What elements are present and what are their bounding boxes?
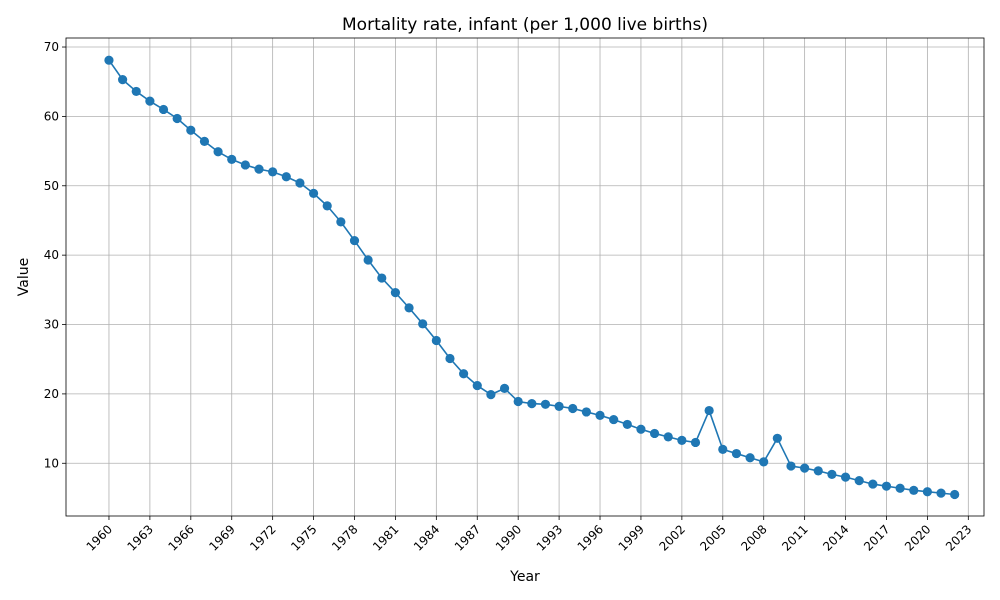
data-point	[895, 483, 905, 493]
data-point	[950, 489, 960, 500]
data-point	[772, 433, 782, 443]
y-tick-label: 10	[44, 456, 59, 470]
data-point	[445, 353, 455, 364]
data-point	[718, 444, 728, 454]
data-point	[104, 55, 114, 65]
data-point	[595, 410, 605, 421]
data-point	[677, 435, 687, 445]
data-point	[690, 437, 701, 448]
data-point	[581, 407, 591, 417]
data-point	[322, 201, 332, 211]
y-tick-label: 30	[44, 318, 59, 332]
data-point	[663, 432, 673, 442]
data-point	[227, 154, 237, 165]
data-point	[118, 75, 128, 85]
data-point	[786, 461, 796, 471]
data-point	[295, 178, 305, 188]
x-axis-label: Year	[509, 569, 540, 585]
data-point	[240, 160, 250, 170]
y-tick-label: 50	[44, 179, 59, 193]
data-point	[308, 188, 319, 199]
y-tick-label: 60	[44, 109, 59, 123]
data-point	[213, 147, 223, 157]
data-point	[636, 424, 646, 434]
data-point	[827, 469, 837, 479]
y-axis-label: Value	[16, 258, 32, 296]
data-point	[854, 476, 864, 486]
data-point	[499, 383, 510, 393]
y-tick-label: 40	[44, 248, 59, 262]
data-point	[527, 399, 537, 409]
data-point	[363, 255, 373, 265]
grid-lines	[66, 38, 984, 516]
data-point	[131, 86, 141, 97]
data-point	[609, 414, 619, 425]
data-point	[349, 235, 360, 246]
data-point	[513, 396, 523, 407]
data-point	[186, 125, 196, 135]
data-point	[377, 273, 387, 283]
y-tick-label: 70	[44, 40, 59, 54]
plot-frame	[65, 37, 985, 517]
data-point	[404, 303, 414, 313]
data-point	[486, 389, 496, 400]
data-point	[199, 136, 210, 146]
data-point	[540, 399, 551, 409]
data-point	[554, 401, 564, 411]
data-point	[840, 472, 851, 482]
data-point	[172, 113, 182, 124]
data-point	[868, 479, 878, 489]
data-point	[649, 428, 660, 439]
data-point	[800, 463, 810, 473]
data-point	[568, 403, 578, 414]
chart-title: Mortality rate, infant (per 1,000 live b…	[342, 15, 708, 35]
data-point	[472, 380, 482, 391]
data-point	[881, 481, 892, 491]
data-point	[759, 457, 769, 467]
data-point	[909, 485, 919, 495]
data-point	[145, 96, 155, 106]
y-tick-label: 20	[44, 387, 59, 401]
data-point	[390, 288, 401, 298]
data-point	[622, 419, 632, 430]
data-point	[418, 319, 428, 329]
data-point	[745, 453, 755, 463]
data-point	[731, 448, 742, 459]
data-point	[459, 369, 469, 379]
data-point	[268, 167, 278, 177]
data-series	[104, 55, 960, 500]
data-point	[936, 488, 946, 498]
data-point	[813, 466, 823, 476]
data-point	[704, 405, 714, 416]
data-point	[254, 164, 264, 174]
y-axis-ticks: 10 20 30 40 50 60 70	[44, 40, 66, 470]
data-point	[158, 104, 169, 115]
data-point	[431, 335, 441, 346]
data-point	[922, 487, 932, 497]
data-point	[281, 172, 291, 182]
data-point	[336, 217, 346, 227]
